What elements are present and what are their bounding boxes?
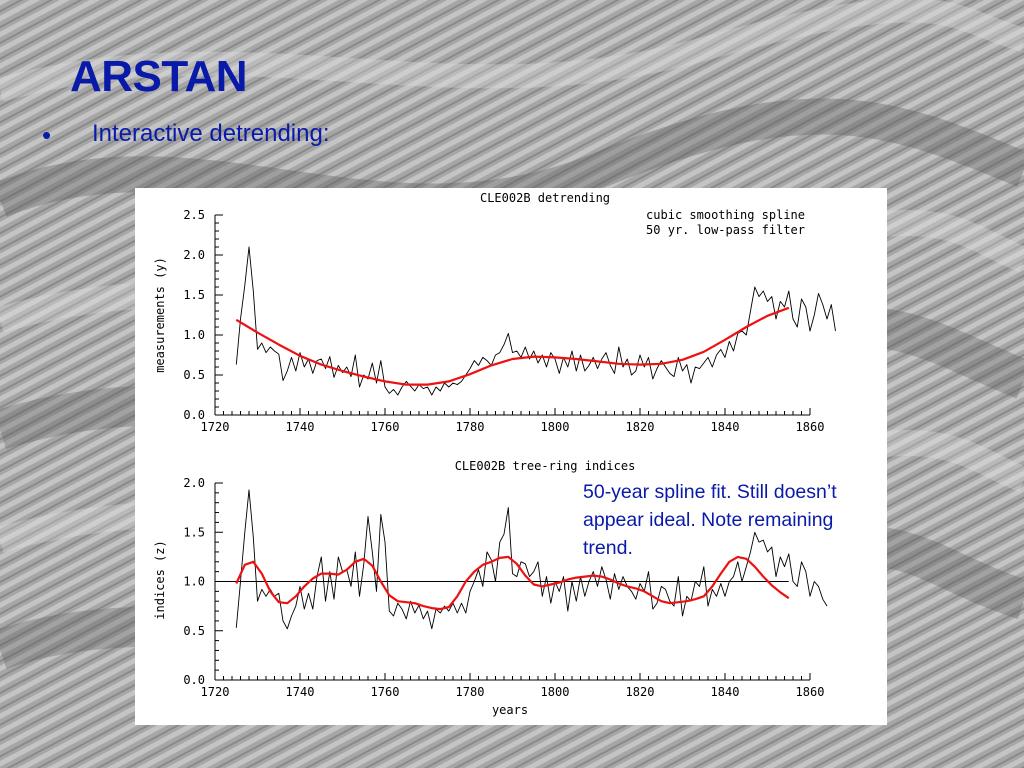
x-tick-label: 1840 bbox=[711, 685, 740, 699]
x-tick-label: 1840 bbox=[711, 420, 740, 434]
y-tick-label: 1.5 bbox=[183, 525, 205, 539]
chart-title: CLE002B tree-ring indices bbox=[455, 459, 636, 473]
x-tick-label: 1760 bbox=[371, 420, 400, 434]
x-tick-label: 1780 bbox=[456, 685, 485, 699]
bullet-text: Interactive detrending: bbox=[92, 120, 330, 147]
y-tick-label: 2.0 bbox=[183, 476, 205, 490]
x-tick-label: 1820 bbox=[626, 420, 655, 434]
y-tick-label: 1.5 bbox=[183, 288, 205, 302]
figure-panel: CLE002B detrending cubic smoothing splin… bbox=[135, 188, 887, 725]
chart-title: CLE002B detrending bbox=[480, 191, 610, 205]
x-tick-label: 1740 bbox=[286, 685, 315, 699]
x-tick-label: 1800 bbox=[541, 685, 570, 699]
x-tick-label: 1820 bbox=[626, 685, 655, 699]
charts-svg: CLE002B detrending cubic smoothing splin… bbox=[153, 191, 836, 717]
y-tick-label: 2.5 bbox=[183, 208, 205, 222]
x-tick-label: 1740 bbox=[286, 420, 315, 434]
detrending-chart: CLE002B detrending cubic smoothing splin… bbox=[153, 191, 836, 434]
y-tick-label: 0.5 bbox=[183, 368, 205, 382]
plot-area: 1720 1740 1760 1780 1800 1820 1840 1860 0.0 0.5 1.… bbox=[183, 476, 828, 699]
y-tick-label: 0.5 bbox=[183, 624, 205, 638]
y-tick-label: 1.0 bbox=[183, 575, 205, 589]
y-tick-label: 2.0 bbox=[183, 248, 205, 262]
y-tick-label: 0.0 bbox=[183, 408, 205, 422]
y-axis-label: indices (z) bbox=[153, 540, 167, 619]
annotation-note: 50-year spline fit. Still doesn’t appear… bbox=[583, 481, 837, 559]
raw-series-line bbox=[235, 246, 836, 396]
x-tick-label: 1860 bbox=[796, 685, 825, 699]
x-axis-label: years bbox=[492, 703, 528, 717]
annotation-method: cubic smoothing spline bbox=[646, 208, 805, 222]
x-tick-label: 1760 bbox=[371, 685, 400, 699]
x-tick-label: 1860 bbox=[796, 420, 825, 434]
y-tick-label: 1.0 bbox=[183, 328, 205, 342]
raw-series-line bbox=[235, 489, 828, 630]
x-tick-label: 1800 bbox=[541, 420, 570, 434]
slide-title: ARSTAN bbox=[70, 52, 248, 101]
indices-chart: CLE002B tree-ring indices indices (z) ye… bbox=[153, 459, 828, 717]
x-tick-label: 1780 bbox=[456, 420, 485, 434]
bullet-marker: • bbox=[42, 120, 52, 150]
y-axis-label: measurements (y) bbox=[153, 257, 167, 373]
spline-series-line bbox=[235, 306, 790, 386]
annotation-filter: 50 yr. low-pass filter bbox=[646, 223, 805, 237]
plot-area: 1720 1740 1760 1780 1800 1820 1840 1860 0.0 0.5 1.… bbox=[183, 208, 836, 434]
x-tick-label: 1720 bbox=[201, 420, 230, 434]
y-tick-label: 0.0 bbox=[183, 673, 205, 687]
x-tick-label: 1720 bbox=[201, 685, 230, 699]
spline-series-line bbox=[235, 555, 790, 611]
